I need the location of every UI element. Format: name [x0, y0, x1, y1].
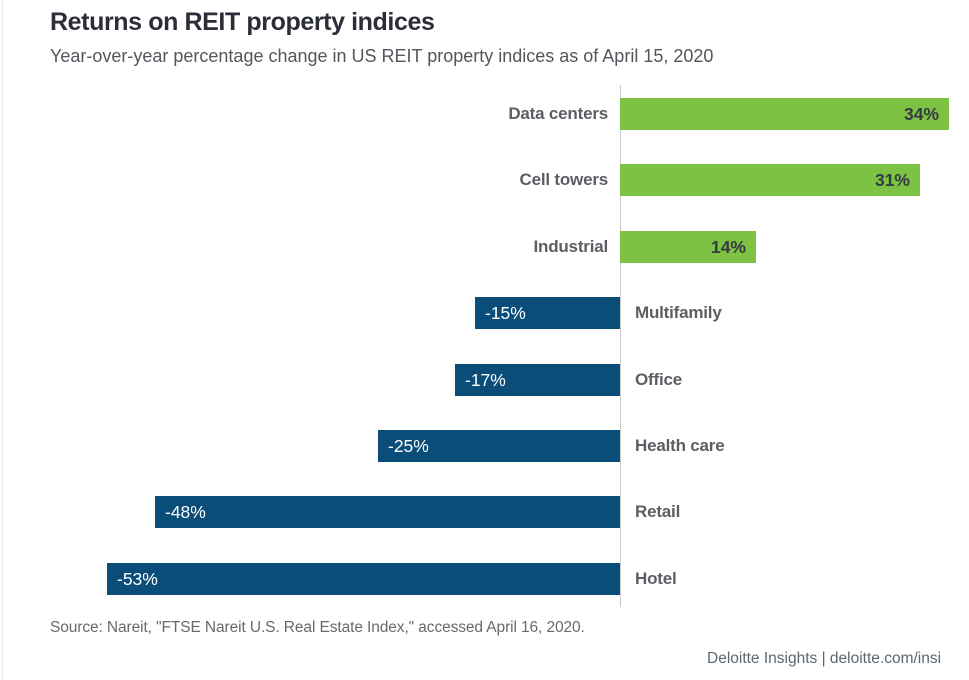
zero-axis-line	[620, 85, 621, 607]
bar-chart: 34% Data centers 31% Cell towers 14% Industri…	[0, 85, 969, 607]
value-label-industrial: 14%	[710, 237, 746, 257]
bar-industrial: 14%	[620, 231, 756, 263]
category-label-industrial: Industrial	[533, 237, 608, 256]
footer-attribution: Deloitte Insights | deloitte.com/insi	[707, 650, 942, 667]
bar-cell-towers: 31%	[620, 164, 920, 196]
value-label-multifamily: -15%	[485, 303, 526, 323]
category-label-data-centers: Data centers	[508, 104, 608, 123]
bar-data-centers: 34%	[620, 98, 949, 130]
bar-multifamily: -15%	[475, 297, 620, 329]
value-label-hotel: -53%	[117, 569, 158, 589]
value-label-office: -17%	[465, 370, 506, 390]
left-edge-line	[2, 0, 3, 680]
bar-health-care: -25%	[378, 430, 620, 462]
category-label-health-care: Health care	[635, 436, 725, 455]
value-label-cell-towers: 31%	[874, 170, 910, 190]
value-label-data-centers: 34%	[903, 104, 939, 124]
category-label-multifamily: Multifamily	[635, 303, 722, 322]
category-label-retail: Retail	[635, 502, 681, 521]
bar-office: -17%	[455, 364, 620, 396]
chart-subtitle: Year-over-year percentage change in US R…	[50, 46, 714, 66]
category-label-cell-towers: Cell towers	[519, 170, 609, 189]
bar-retail: -48%	[155, 496, 620, 528]
value-label-health-care: -25%	[388, 436, 429, 456]
value-label-retail: -48%	[165, 502, 206, 522]
source-note: Source: Nareit, "FTSE Nareit U.S. Real E…	[50, 619, 585, 636]
bar-hotel: -53%	[107, 563, 620, 595]
chart-title: Returns on REIT property indices	[50, 8, 435, 36]
category-label-office: Office	[635, 370, 682, 389]
category-label-hotel: Hotel	[635, 569, 677, 588]
